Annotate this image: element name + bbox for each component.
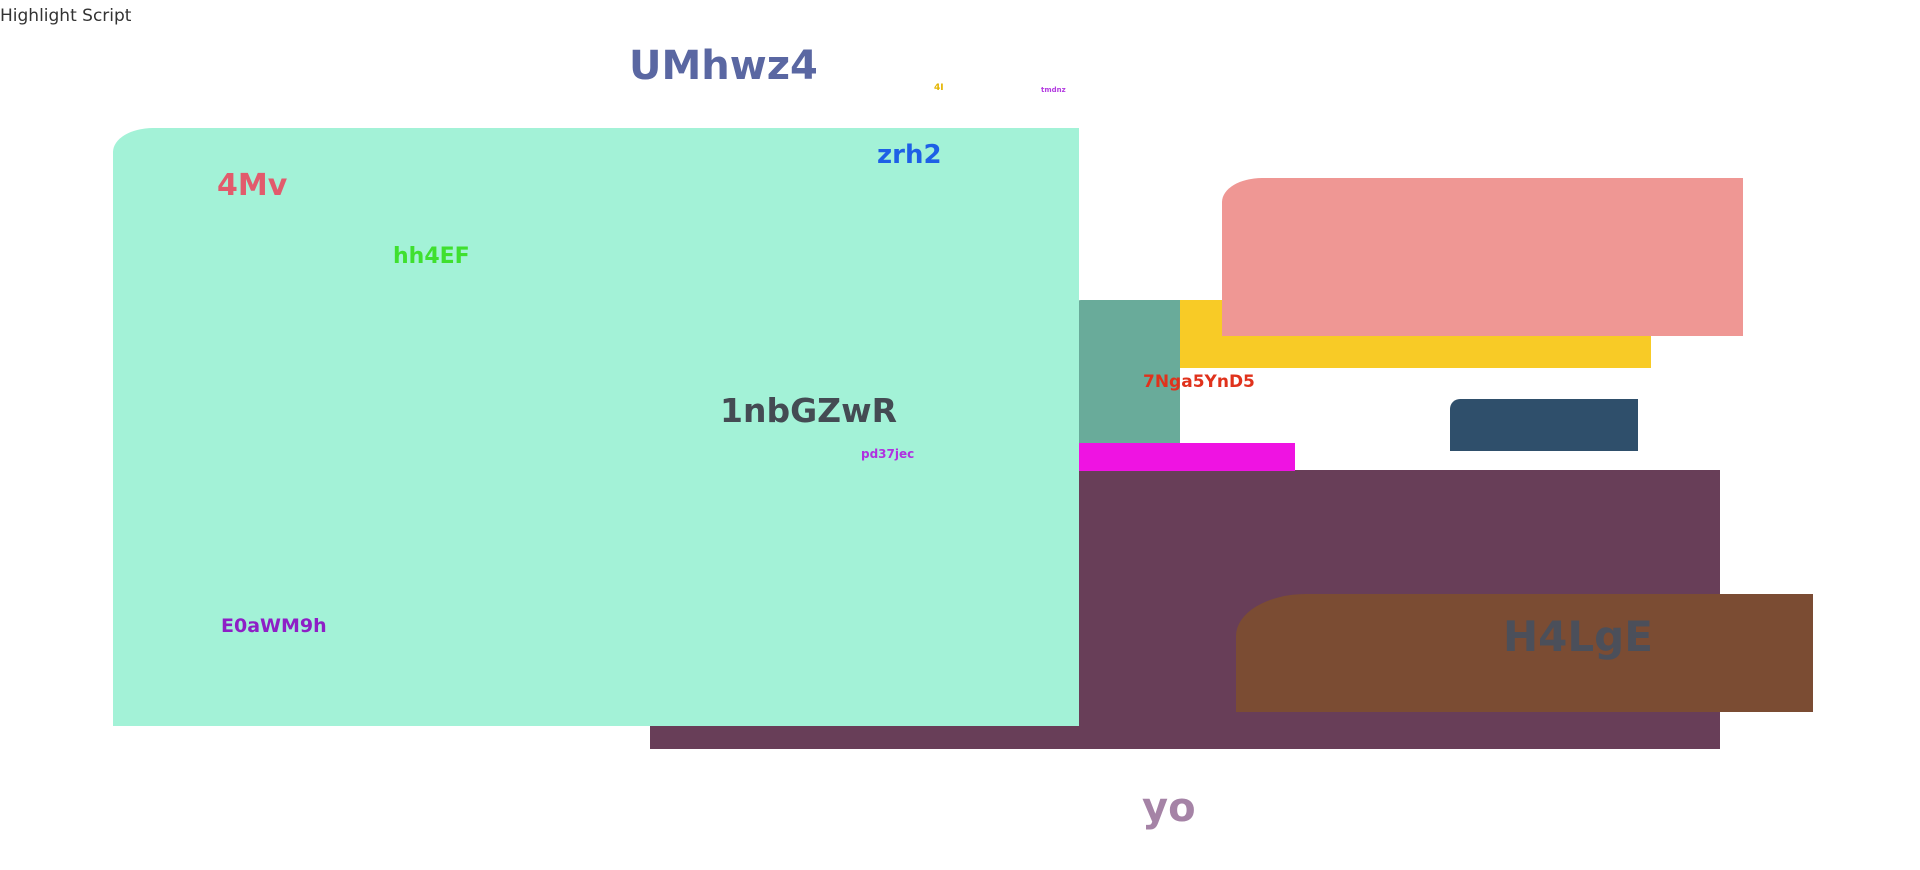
label-h4lge: H4LgE — [1503, 612, 1653, 661]
mint-panel — [113, 128, 1079, 726]
label-e0awm9h: E0aWM9h — [221, 615, 327, 637]
label-pd37jec: pd37jec — [861, 447, 915, 461]
label-4i: 4I — [934, 83, 944, 93]
label-1nbgzwr: 1nbGZwR — [720, 391, 897, 430]
salmon-block — [1222, 178, 1743, 336]
corner-label: Highlight Script — [0, 6, 132, 26]
label-4mv: 4Mv — [217, 168, 288, 203]
label-yo: yo — [1142, 785, 1196, 831]
label-7nga5ynd5: 7Nga5YnD5 — [1143, 372, 1255, 392]
label-zrh2: zrh2 — [877, 140, 942, 170]
label-hh4ef: hh4EF — [393, 244, 470, 269]
navy-block — [1450, 399, 1638, 451]
brown-block — [1236, 594, 1813, 712]
magenta-bar — [1072, 443, 1295, 471]
label-umhwz4: UMhwz4 — [629, 43, 818, 89]
label-tmdnz: tmdnz — [1041, 86, 1066, 94]
teal-block — [1075, 300, 1180, 443]
